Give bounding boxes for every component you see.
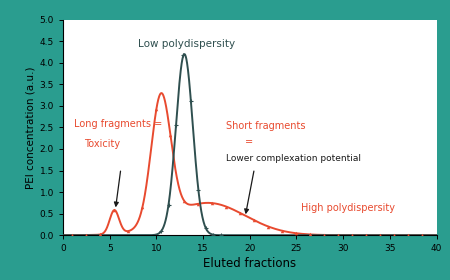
Y-axis label: PEI concentration (a.u.): PEI concentration (a.u.) <box>26 66 36 189</box>
Text: Short fragments: Short fragments <box>226 121 306 131</box>
Text: =: = <box>245 137 253 147</box>
Text: Low polydispersity: Low polydispersity <box>138 39 235 49</box>
Text: Toxicity: Toxicity <box>84 139 120 150</box>
X-axis label: Eluted fractions: Eluted fractions <box>203 257 296 270</box>
Text: Lower complexation potential: Lower complexation potential <box>226 154 361 163</box>
Text: Long fragments =: Long fragments = <box>74 119 162 129</box>
Text: High polydispersity: High polydispersity <box>301 204 395 213</box>
